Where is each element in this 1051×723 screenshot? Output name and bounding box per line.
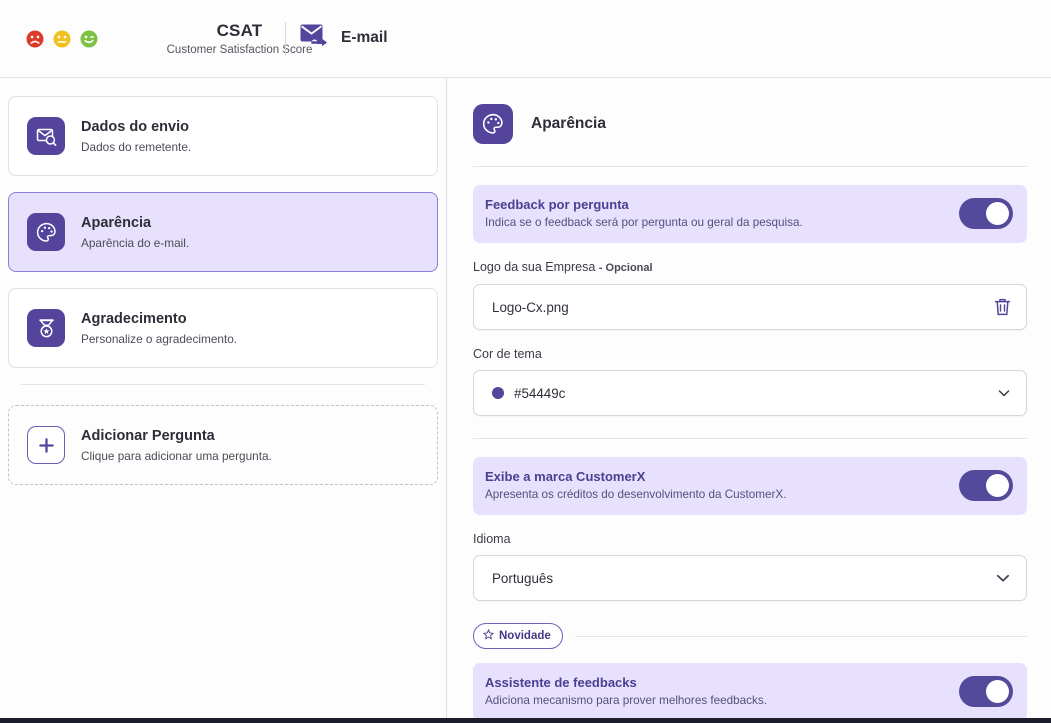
language-field: Idioma Português xyxy=(473,531,1027,601)
sidebar-item-text: Dados do envio Dados do remetente. xyxy=(81,118,191,155)
assistente-de-feedbacks-toggle[interactable] xyxy=(959,676,1013,707)
page-subtitle: Customer Satisfaction Score xyxy=(166,43,313,56)
sidebar-item-agradecimento[interactable]: Agradecimento Personalize o agradeciment… xyxy=(8,288,438,368)
plus-icon xyxy=(27,426,65,464)
sidebar-item-text: Aparência Aparência do e-mail. xyxy=(81,214,189,251)
sidebar-item-title: Dados do envio xyxy=(81,118,189,135)
language-value: Português xyxy=(492,570,554,586)
setting-feedback-por-pergunta: Feedback por pergunta Indica se o feedba… xyxy=(473,185,1027,243)
sidebar-item-desc: Personalize o agradecimento. xyxy=(81,331,238,346)
setting-title: Feedback por pergunta xyxy=(485,197,629,212)
add-question-text: Adicionar Pergunta Clique para adicionar… xyxy=(81,427,272,464)
novelty-badge-row: Novidade xyxy=(473,623,1027,649)
face-neutral-icon xyxy=(53,30,71,48)
face-sad-icon xyxy=(26,30,44,48)
palette-icon xyxy=(27,213,65,251)
envelope-search-icon xyxy=(27,117,65,155)
sidebar-item-desc: Dados do remetente. xyxy=(81,139,192,154)
theme-color-field: Cor de tema #54449c xyxy=(473,346,1027,416)
setting-desc: Apresenta os créditos do desenvolvimento… xyxy=(485,488,787,501)
sidebar-item-text: Agradecimento Personalize o agradeciment… xyxy=(81,310,237,347)
panel-divider-2 xyxy=(473,438,1027,439)
star-outline-icon xyxy=(482,627,495,645)
toggle-knob xyxy=(986,202,1009,225)
theme-color-value: #54449c xyxy=(514,385,566,401)
sidebar-item-title: Agradecimento xyxy=(81,310,187,327)
chevron-down-icon[interactable] xyxy=(994,569,1012,587)
page-title: CSAT xyxy=(216,20,263,40)
setting-text: Assistente de feedbacks Adiciona mecanis… xyxy=(485,674,767,709)
appearance-panel: Aparência Feedback por pergunta Indica s… xyxy=(447,78,1051,723)
survey-title-block: CSAT Customer Satisfaction Score xyxy=(112,20,367,58)
status-badge: Novidade xyxy=(473,623,563,649)
exibe-marca-customerx-toggle[interactable] xyxy=(959,470,1013,501)
setting-title: Exibe a marca CustomerX xyxy=(485,469,646,484)
add-question-desc: Clique para adicionar uma pergunta. xyxy=(81,448,272,463)
theme-color-value-group: #54449c xyxy=(492,386,565,401)
add-question-button[interactable]: Adicionar Pergunta Clique para adicionar… xyxy=(8,405,438,485)
logo-file-name: Logo-Cx.png xyxy=(492,299,569,315)
color-swatch xyxy=(492,387,504,399)
palette-icon xyxy=(473,104,513,144)
toggle-knob xyxy=(986,680,1009,703)
setting-text: Feedback por pergunta Indica se o feedba… xyxy=(485,196,803,231)
feedback-por-pergunta-toggle[interactable] xyxy=(959,198,1013,229)
trash-icon[interactable] xyxy=(993,297,1012,317)
panel-header: Aparência xyxy=(473,96,1027,144)
sidebar-item-title: Aparência xyxy=(81,214,152,231)
add-question-title: Adicionar Pergunta xyxy=(81,427,215,444)
status-badge-label: Novidade xyxy=(499,630,551,642)
medal-icon xyxy=(27,309,65,347)
logo-field-label-text: Logo da sua Empresa xyxy=(473,260,596,274)
setting-desc: Adiciona mecanismo para prover melhores … xyxy=(485,694,767,707)
channel-label: E-mail xyxy=(341,28,388,46)
sidebar-divider xyxy=(21,384,425,385)
survey-steps-sidebar: Dados do envio Dados do remetente. Aparê… xyxy=(0,78,447,723)
theme-color-select[interactable]: #54449c xyxy=(473,370,1027,416)
logo-field-optional-tag: - Opcional xyxy=(598,262,653,274)
theme-color-label: Cor de tema xyxy=(473,347,542,361)
channel-indicator: E-mail xyxy=(300,22,388,53)
logo-input[interactable]: Logo-Cx.png xyxy=(473,284,1027,330)
chevron-down-icon[interactable] xyxy=(996,385,1012,401)
badge-divider xyxy=(574,635,1027,637)
logo-field: Logo da sua Empresa - Opcional Logo-Cx.p… xyxy=(473,259,1027,330)
email-send-icon xyxy=(300,22,330,53)
app-header: CSAT Customer Satisfaction Score E-mail xyxy=(0,0,1051,78)
setting-text: Exibe a marca CustomerX Apresenta os cré… xyxy=(485,468,786,503)
csat-face-icons xyxy=(26,30,98,48)
setting-exibe-marca-customerx: Exibe a marca CustomerX Apresenta os cré… xyxy=(473,457,1027,515)
logo-field-label: Logo da sua Empresa - Opcional xyxy=(473,259,1027,277)
sidebar-item-dados-do-envio[interactable]: Dados do envio Dados do remetente. xyxy=(8,96,438,176)
sidebar-item-desc: Aparência do e-mail. xyxy=(81,235,190,250)
header-divider xyxy=(285,22,286,56)
setting-assistente-de-feedbacks: Assistente de feedbacks Adiciona mecanis… xyxy=(473,663,1027,721)
toggle-knob xyxy=(986,474,1009,497)
panel-title: Aparência xyxy=(531,115,606,132)
setting-desc: Indica se o feedback será por pergunta o… xyxy=(485,216,803,229)
language-label: Idioma xyxy=(473,532,511,546)
face-happy-icon xyxy=(80,30,98,48)
setting-title: Assistente de feedbacks xyxy=(485,675,637,690)
bottom-bar xyxy=(0,718,1051,723)
panel-divider xyxy=(473,166,1027,167)
language-select[interactable]: Português xyxy=(473,555,1027,601)
app-body: Dados do envio Dados do remetente. Aparê… xyxy=(0,78,1051,723)
sidebar-item-aparencia[interactable]: Aparência Aparência do e-mail. xyxy=(8,192,438,272)
